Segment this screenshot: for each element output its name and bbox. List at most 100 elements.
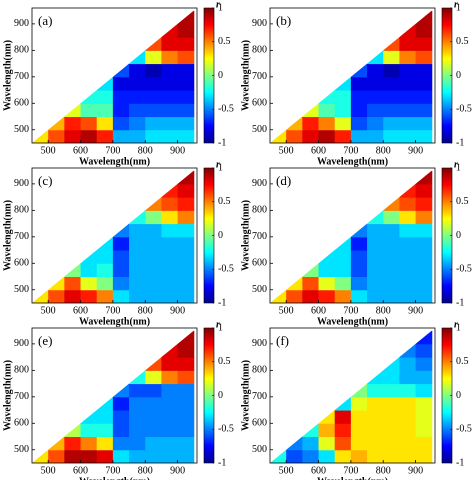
cell — [383, 210, 400, 225]
cell — [161, 236, 179, 251]
cell — [334, 289, 352, 303]
cell — [64, 449, 82, 463]
colorbar-tick-label: -0.5 — [218, 424, 234, 435]
cell — [145, 383, 162, 398]
cell — [350, 103, 368, 118]
axes-frame — [31, 327, 198, 464]
cell — [80, 116, 98, 131]
cell — [270, 449, 287, 463]
x-tick-label: 600 — [311, 465, 326, 476]
x-tick-label: 700 — [343, 305, 358, 316]
cell — [350, 263, 368, 278]
colorbar-tick-label: -1 — [456, 297, 464, 308]
cell — [318, 436, 336, 451]
cell — [399, 116, 417, 131]
cell — [383, 396, 400, 411]
x-tick-label: 500 — [41, 465, 56, 476]
cell — [32, 449, 49, 463]
colorbar-label: r — [216, 159, 220, 170]
cell — [318, 90, 336, 104]
x-axis-label: Wavelength(nm) — [79, 476, 150, 480]
cell — [129, 263, 146, 278]
y-tick-label: 500 — [14, 284, 29, 295]
x-tick-label: 600 — [311, 305, 326, 316]
x-axis-label: Wavelength(nm) — [317, 476, 388, 480]
cell — [415, 116, 433, 131]
y-axis-label: Wavelength(nm) — [2, 200, 13, 271]
cell — [177, 103, 195, 118]
y-axis-label: Wavelength(nm) — [2, 360, 13, 431]
cell — [112, 410, 130, 424]
cell — [415, 343, 433, 358]
cell — [145, 449, 162, 463]
cell — [399, 343, 417, 358]
cell — [129, 76, 146, 91]
cell — [145, 103, 162, 118]
cell — [145, 263, 162, 278]
cell — [161, 76, 179, 91]
cell — [161, 183, 179, 198]
cell — [145, 37, 162, 51]
cell — [145, 236, 162, 251]
cell — [302, 263, 320, 278]
cell — [350, 116, 368, 131]
cell — [161, 197, 179, 211]
cell — [80, 129, 98, 143]
cell — [399, 436, 417, 451]
cell — [145, 223, 162, 238]
cell — [96, 276, 114, 291]
cell — [161, 370, 179, 385]
cell — [383, 63, 400, 78]
cell — [129, 436, 146, 451]
cell — [334, 276, 352, 291]
cell — [129, 116, 146, 131]
colorbar-tick-label: 0 — [218, 390, 223, 401]
cell — [177, 183, 195, 198]
cell — [177, 116, 195, 131]
cell — [367, 236, 384, 251]
panel-label: (a) — [38, 13, 52, 28]
cell — [415, 23, 433, 38]
cell — [367, 436, 384, 451]
cell — [177, 10, 195, 25]
colorbar-tick-label: 0.5 — [218, 356, 231, 367]
cell — [367, 210, 384, 225]
cell — [161, 357, 179, 371]
x-tick-label: 500 — [279, 305, 294, 316]
cell — [415, 330, 433, 345]
cell — [177, 37, 195, 51]
cell — [177, 223, 195, 238]
cell — [80, 276, 98, 291]
cell — [334, 449, 352, 463]
cell — [367, 129, 384, 143]
colorbar-tick-label: -1 — [218, 297, 226, 308]
heatmap — [32, 330, 195, 463]
cell — [399, 449, 417, 463]
cell — [415, 183, 433, 198]
panel: 500 600 700 800 900500600700800900Wavelength… — [240, 0, 472, 167]
cell — [399, 129, 417, 143]
panel: 500 600 700 800 900500600700800900Wavelength… — [240, 159, 472, 327]
cell — [48, 276, 65, 291]
cell — [318, 449, 336, 463]
panel: 500 600 700 800 900500600700800900Wavelength… — [2, 159, 234, 327]
cell — [415, 276, 433, 291]
y-tick-label: 900 — [252, 18, 267, 29]
x-tick-label: 800 — [376, 465, 391, 476]
cell — [161, 383, 179, 398]
cell — [96, 76, 114, 91]
colorbar-tick-label: 1 — [456, 162, 461, 173]
cell — [145, 250, 162, 264]
y-tick-label: 600 — [14, 98, 29, 109]
cell — [161, 23, 179, 38]
cell — [129, 276, 146, 291]
cell — [367, 250, 384, 264]
cell — [399, 37, 417, 51]
y-tick-label: 600 — [252, 418, 267, 429]
x-tick-label: 600 — [73, 465, 88, 476]
cell — [399, 370, 417, 385]
cell — [383, 76, 400, 91]
cell — [96, 396, 114, 411]
colorbar-label: r — [216, 319, 220, 330]
cell — [334, 423, 352, 438]
